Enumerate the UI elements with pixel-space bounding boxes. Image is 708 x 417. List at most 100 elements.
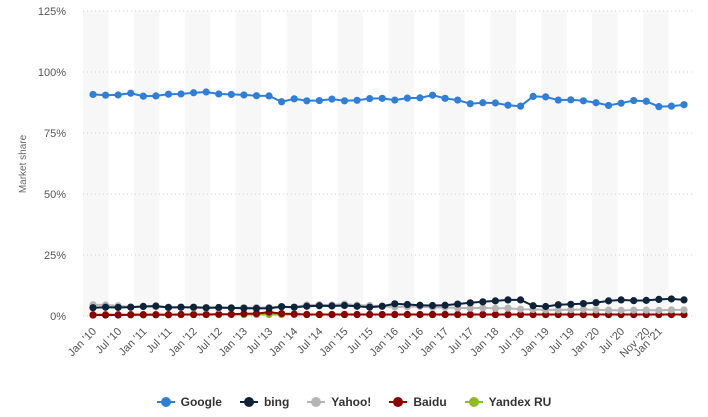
data-point-baidu[interactable] (303, 310, 311, 319)
data-point-yahoo[interactable] (567, 306, 575, 314)
data-point-google[interactable] (227, 90, 235, 99)
legend-item-yahoo[interactable]: Yahoo! (307, 395, 371, 409)
legend-item-baidu[interactable]: Baidu (389, 395, 447, 409)
data-point-yahoo[interactable] (579, 305, 588, 314)
data-point-yahoo[interactable] (667, 306, 676, 314)
data-point-yahoo[interactable] (604, 306, 613, 314)
data-point-bing[interactable] (441, 301, 449, 309)
data-point-baidu[interactable] (89, 311, 97, 319)
data-point-bing[interactable] (567, 300, 575, 308)
data-point-baidu[interactable] (177, 310, 185, 319)
data-point-google[interactable] (491, 99, 499, 107)
data-point-bing[interactable] (139, 302, 147, 311)
data-point-google[interactable] (252, 92, 261, 100)
data-point-bing[interactable] (303, 302, 311, 310)
data-point-google[interactable] (127, 89, 135, 97)
data-point-bing[interactable] (516, 296, 525, 304)
data-point-bing[interactable] (164, 303, 173, 312)
data-point-yahoo[interactable] (592, 306, 600, 314)
data-point-yahoo[interactable] (516, 305, 525, 313)
data-point-baidu[interactable] (479, 310, 487, 319)
data-point-baidu[interactable] (328, 310, 336, 319)
data-point-google[interactable] (139, 92, 147, 100)
data-point-google[interactable] (642, 97, 650, 105)
data-point-bing[interactable] (479, 298, 487, 306)
data-point-google[interactable] (378, 94, 386, 102)
data-point-bing[interactable] (579, 299, 588, 308)
data-point-bing[interactable] (152, 302, 160, 310)
data-point-baidu[interactable] (416, 310, 424, 319)
data-point-google[interactable] (114, 91, 122, 99)
data-point-bing[interactable] (680, 296, 688, 304)
data-point-google[interactable] (391, 96, 399, 104)
data-point-google[interactable] (189, 89, 198, 97)
data-point-baidu[interactable] (290, 310, 298, 318)
data-point-google[interactable] (202, 88, 210, 96)
data-point-bing[interactable] (340, 301, 349, 310)
data-point-bing[interactable] (617, 296, 625, 304)
data-point-bing[interactable] (127, 303, 135, 311)
data-point-yahoo[interactable] (630, 306, 638, 314)
data-point-google[interactable] (454, 96, 462, 104)
legend-item-bing[interactable]: bing (239, 395, 289, 409)
data-point-baidu[interactable] (278, 309, 286, 318)
data-point-baidu[interactable] (164, 311, 173, 319)
data-point-baidu[interactable] (152, 311, 160, 319)
data-point-yahoo[interactable] (554, 306, 562, 314)
data-point-bing[interactable] (667, 295, 676, 303)
data-point-google[interactable] (366, 94, 374, 103)
data-point-yahoo[interactable] (491, 304, 499, 313)
data-point-bing[interactable] (491, 297, 499, 305)
data-point-baidu[interactable] (240, 310, 248, 318)
data-point-google[interactable] (592, 99, 600, 107)
data-point-bing[interactable] (328, 302, 336, 310)
data-point-bing[interactable] (466, 299, 474, 307)
data-point-google[interactable] (667, 102, 676, 110)
data-point-google[interactable] (466, 100, 474, 108)
data-point-bing[interactable] (215, 303, 223, 312)
legend-item-yandex-ru[interactable]: Yandex RU (464, 395, 551, 409)
data-point-google[interactable] (441, 94, 449, 102)
data-point-baidu[interactable] (189, 310, 198, 319)
data-point-bing[interactable] (403, 300, 411, 309)
data-point-baidu[interactable] (454, 310, 462, 319)
data-point-google[interactable] (529, 92, 537, 100)
data-point-baidu[interactable] (529, 310, 537, 319)
data-point-yahoo[interactable] (680, 306, 688, 314)
data-point-google[interactable] (504, 101, 512, 109)
data-point-baidu[interactable] (579, 310, 588, 319)
data-point-google[interactable] (428, 91, 437, 99)
data-point-google[interactable] (89, 90, 97, 99)
data-point-google[interactable] (353, 96, 361, 104)
data-point-google[interactable] (152, 92, 160, 100)
data-point-bing[interactable] (378, 302, 386, 310)
data-point-bing[interactable] (89, 304, 97, 312)
data-point-baidu[interactable] (391, 310, 399, 319)
data-point-google[interactable] (101, 91, 110, 99)
data-point-bing[interactable] (416, 301, 424, 309)
data-point-bing[interactable] (655, 295, 663, 304)
data-point-google[interactable] (516, 102, 525, 110)
data-point-bing[interactable] (177, 303, 185, 311)
data-point-google[interactable] (567, 96, 575, 104)
data-point-bing[interactable] (252, 304, 261, 313)
data-point-google[interactable] (630, 96, 638, 105)
data-point-google[interactable] (290, 95, 298, 103)
data-point-baidu[interactable] (202, 310, 210, 319)
data-point-google[interactable] (604, 101, 613, 110)
data-point-baidu[interactable] (504, 310, 512, 319)
data-point-bing[interactable] (366, 303, 374, 311)
data-point-bing[interactable] (101, 303, 110, 311)
data-point-baidu[interactable] (403, 310, 411, 319)
data-point-google[interactable] (542, 93, 550, 101)
data-point-baidu[interactable] (252, 309, 261, 318)
data-point-bing[interactable] (642, 296, 650, 304)
data-point-google[interactable] (177, 90, 185, 98)
data-point-bing[interactable] (542, 302, 550, 311)
data-point-google[interactable] (215, 90, 223, 98)
data-point-google[interactable] (655, 103, 663, 111)
data-point-yahoo[interactable] (479, 304, 487, 312)
data-point-baidu[interactable] (114, 311, 122, 319)
data-point-baidu[interactable] (441, 310, 449, 319)
data-point-google[interactable] (303, 97, 311, 105)
